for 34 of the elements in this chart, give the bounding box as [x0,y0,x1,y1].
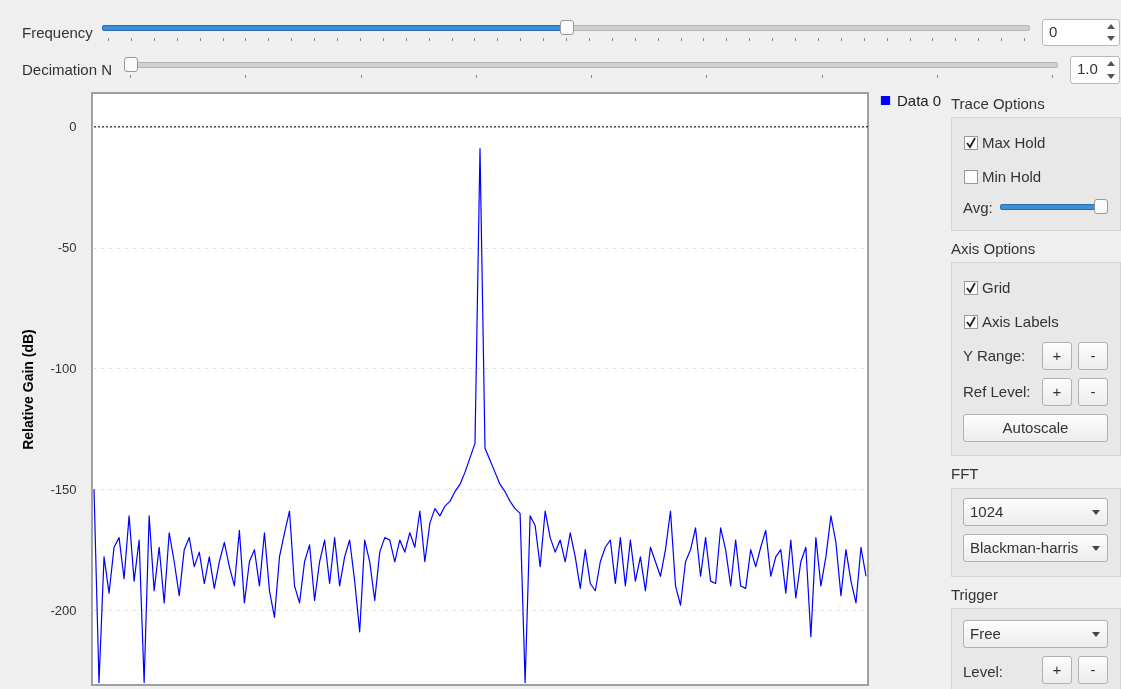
text: Frequency [22,24,93,41]
text: Min Hold [982,168,1042,185]
button: + [1042,656,1072,684]
text: Ref Level: [963,383,1031,400]
text: Level: [963,663,1004,680]
dropdown: Blackman-harris [963,534,1108,562]
text: FFT [951,465,979,482]
text: Axis Options [951,240,1036,257]
text: Max Hold [982,134,1046,151]
dropdown: 1024 [963,498,1108,526]
y-tick-label: -100 [50,360,77,376]
legend-label: Data 0 [897,91,942,109]
spin-box: 0 [1042,19,1120,46]
y-tick-label: 0 [69,119,77,135]
y-axis-title: Relative Gain (dB) [20,329,37,450]
text: Y Range: [963,347,1026,364]
button: - [1078,342,1108,370]
button: + [1042,342,1072,370]
button: Autoscale [963,414,1108,442]
spin-box: 1.0 [1070,56,1120,84]
text: Axis Labels [982,313,1059,330]
text: Trace Options [951,95,1045,112]
y-tick-label: -50 [57,240,77,256]
text: Decimation N [22,61,113,78]
dropdown: Free [963,620,1108,648]
button: + [1042,378,1072,406]
button: - [1078,656,1108,684]
text: Avg: [963,199,993,216]
y-tick-label: -150 [50,481,77,497]
line-series [93,147,867,684]
button: - [1078,378,1108,406]
text: Grid [982,279,1011,296]
text: Trigger [951,586,998,603]
y-tick-label: -200 [50,602,77,618]
